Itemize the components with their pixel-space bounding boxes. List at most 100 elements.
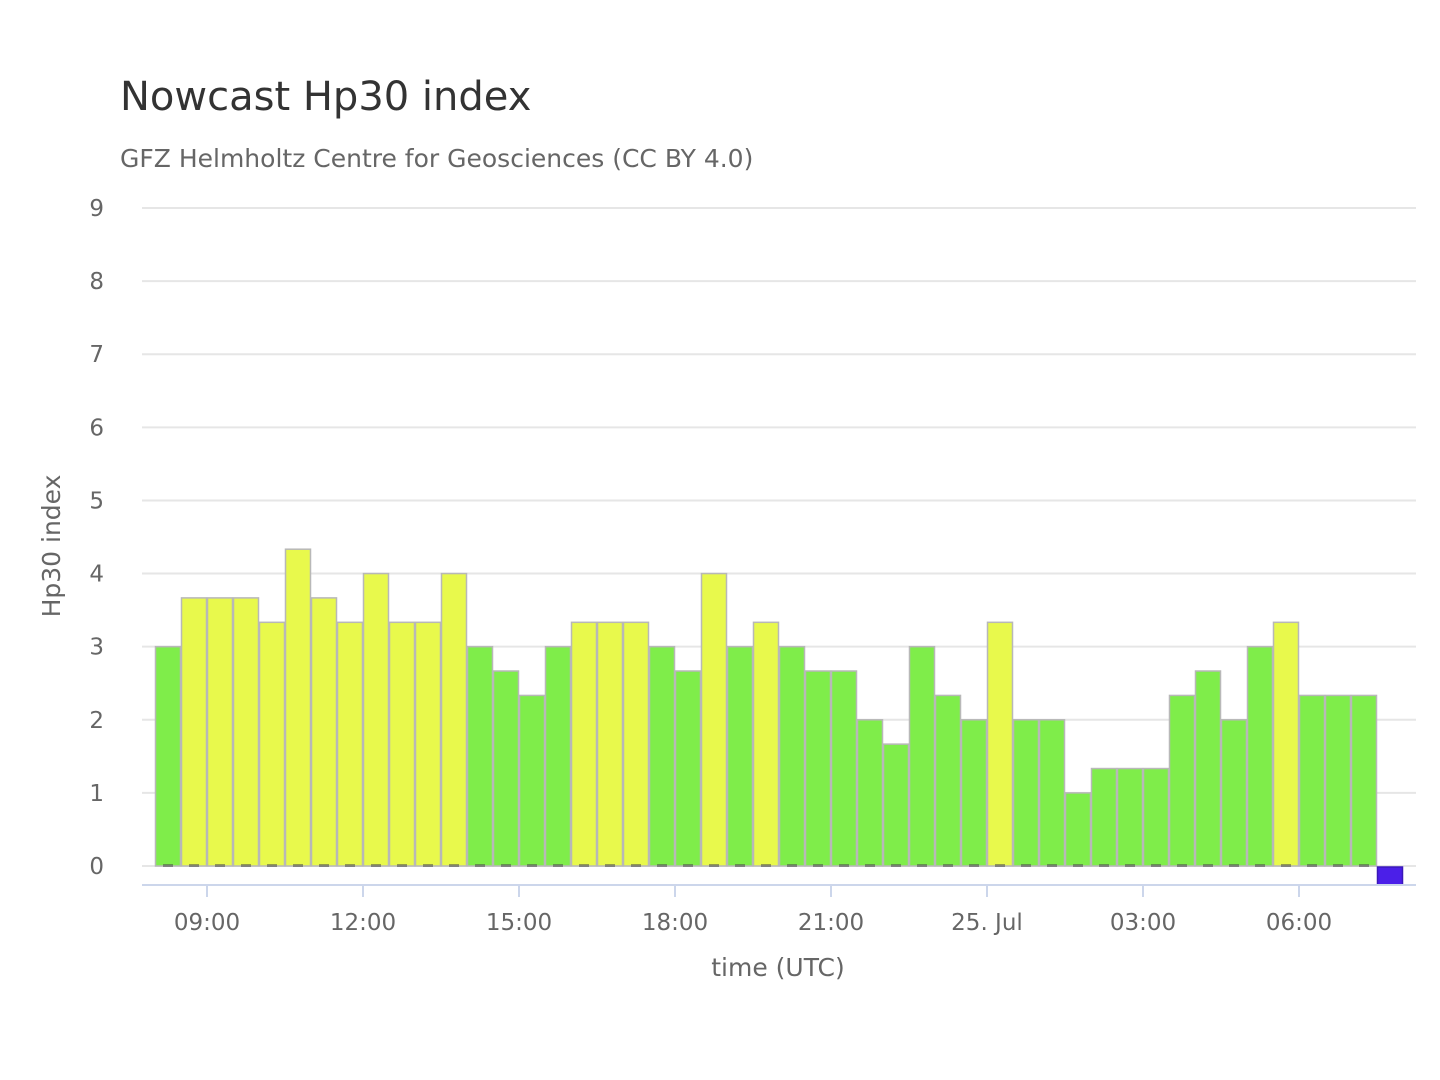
bar-base-marker: [631, 864, 641, 867]
bar-base-marker: [761, 864, 771, 867]
bar-base-marker: [917, 864, 927, 867]
bar: [700, 572, 728, 867]
bar: [232, 597, 260, 867]
bar: [1116, 767, 1144, 867]
bar: [726, 645, 754, 867]
bar: [1168, 694, 1196, 867]
x-tick-label: 03:00: [1110, 910, 1176, 936]
bar-base-marker: [657, 864, 667, 867]
bar: [518, 694, 546, 867]
bar: [570, 621, 598, 867]
bar-base-marker: [423, 864, 433, 867]
y-tick-label: 5: [89, 488, 104, 514]
bar: [1246, 645, 1274, 867]
bar: [648, 645, 676, 867]
bar-base-marker: [1307, 864, 1317, 867]
bar: [1272, 621, 1300, 867]
bar: [284, 548, 312, 867]
x-axis-title: time (UTC): [711, 953, 845, 982]
bar-base-marker: [735, 864, 745, 867]
bar-base-marker: [527, 864, 537, 867]
bar: [882, 743, 910, 867]
bar: [544, 645, 572, 867]
bar-base-marker: [1359, 864, 1369, 867]
bar-base-marker: [1099, 864, 1109, 867]
bar-base-marker: [995, 864, 1005, 867]
bar: [1142, 767, 1170, 867]
bar: [622, 621, 650, 867]
y-tick-label: 3: [89, 635, 104, 661]
y-tick-label: 8: [89, 269, 104, 295]
bar-base-marker: [1281, 864, 1291, 867]
y-tick-label: 1: [89, 781, 104, 807]
bar-base-marker: [163, 864, 173, 867]
bar-base-marker: [449, 864, 459, 867]
bar: [674, 670, 702, 867]
bar-base-marker: [891, 864, 901, 867]
bar-base-marker: [683, 864, 693, 867]
bar-base-marker: [1333, 864, 1343, 867]
bar-base-marker: [813, 864, 823, 867]
y-axis-title: Hp30 index: [37, 475, 66, 618]
bar-base-marker: [1021, 864, 1031, 867]
x-tick-label: 12:00: [330, 910, 396, 936]
bar-base-marker: [605, 864, 615, 867]
bar: [466, 645, 494, 867]
bar-base-marker: [267, 864, 277, 867]
y-tick-label: 7: [89, 342, 104, 368]
bar-base-marker: [1125, 864, 1135, 867]
bar: [206, 597, 234, 867]
bar-base-marker: [1177, 864, 1187, 867]
x-tick-label: 25. Jul: [951, 910, 1023, 936]
bar: [1324, 694, 1352, 867]
x-tick-label: 18:00: [642, 910, 708, 936]
bar: [440, 572, 468, 867]
bar: [830, 670, 858, 867]
bar: [1064, 792, 1092, 867]
bar-base-marker: [293, 864, 303, 867]
bar: [336, 621, 364, 867]
bar: [804, 670, 832, 867]
bar: [1220, 719, 1248, 867]
bar: [362, 572, 390, 867]
y-tick-label: 0: [89, 854, 104, 880]
bar: [908, 645, 936, 867]
bar-base-marker: [475, 864, 485, 867]
bar: [1194, 670, 1222, 867]
x-tick-label: 15:00: [486, 910, 552, 936]
bar-base-marker: [501, 864, 511, 867]
bar-base-marker: [215, 864, 225, 867]
x-tick-label: 21:00: [798, 910, 864, 936]
bar-base-marker: [319, 864, 329, 867]
chart-subtitle: GFZ Helmholtz Centre for Geosciences (CC…: [120, 144, 754, 173]
bar: [856, 719, 884, 867]
bar-base-marker: [189, 864, 199, 867]
bar: [752, 621, 780, 867]
bar-base-marker: [241, 864, 251, 867]
bar: [414, 621, 442, 867]
bar: [986, 621, 1014, 867]
bar-base-marker: [943, 864, 953, 867]
y-tick-label: 2: [89, 708, 104, 734]
bar-base-marker: [1229, 864, 1239, 867]
bar: [1038, 719, 1066, 867]
bar: [1350, 694, 1378, 867]
bar: [1090, 767, 1118, 867]
bar-base-marker: [709, 864, 719, 867]
bar: [492, 670, 520, 867]
x-tick-label: 06:00: [1266, 910, 1332, 936]
bar: [1298, 694, 1326, 867]
y-tick-label: 4: [89, 562, 104, 588]
bar: [154, 645, 182, 867]
bar: [960, 719, 988, 867]
bar: [180, 597, 208, 867]
bar: [388, 621, 416, 867]
bar-base-marker: [371, 864, 381, 867]
bar-base-marker: [1047, 864, 1057, 867]
bar-base-marker: [1151, 864, 1161, 867]
y-tick-label: 9: [89, 196, 104, 222]
bar-base-marker: [865, 864, 875, 867]
bar-base-marker: [397, 864, 407, 867]
bar: [310, 597, 338, 867]
